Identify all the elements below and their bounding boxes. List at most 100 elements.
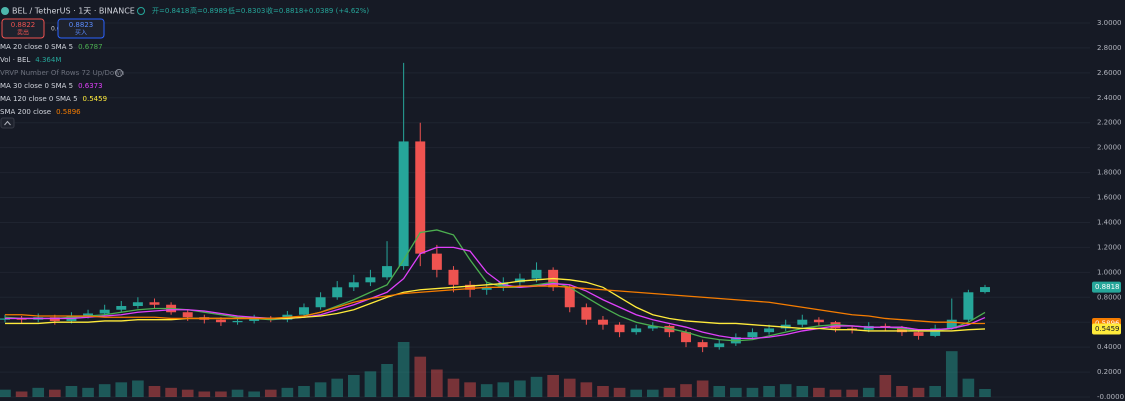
volume-bar bbox=[630, 389, 642, 397]
volume-bar bbox=[896, 386, 908, 397]
y-tick-label: 1.4000 bbox=[1097, 218, 1122, 226]
candle-body bbox=[581, 307, 592, 320]
candle-body bbox=[348, 282, 359, 288]
volume-bar bbox=[862, 387, 875, 397]
legend-name: MA 20 close 0 SMA 5 bbox=[0, 43, 73, 51]
y-tick-label: 1.0000 bbox=[1097, 268, 1122, 276]
candle-body bbox=[83, 313, 94, 316]
legend-value: 4.364M bbox=[35, 56, 61, 64]
candle-body bbox=[215, 319, 226, 323]
candle-body bbox=[714, 343, 725, 348]
price-badge bbox=[1092, 323, 1121, 335]
eye-icon[interactable] bbox=[115, 69, 123, 77]
ma-line bbox=[5, 285, 986, 325]
volume-bar bbox=[231, 389, 244, 397]
y-tick-label: 2.2000 bbox=[1097, 119, 1122, 127]
volume-bar bbox=[929, 386, 941, 397]
volume-bar bbox=[514, 380, 526, 397]
candle-body bbox=[813, 319, 824, 323]
sell-button[interactable] bbox=[1, 18, 45, 39]
volume-bar bbox=[746, 387, 759, 397]
volume-bar bbox=[962, 378, 975, 397]
price-badge bbox=[1092, 281, 1121, 293]
collapse-button[interactable] bbox=[0, 117, 15, 129]
volume-bar bbox=[663, 387, 676, 397]
candle-body bbox=[747, 332, 758, 338]
legend-name: MA 120 close 0 SMA 5 bbox=[0, 95, 78, 103]
candle-body bbox=[647, 325, 658, 329]
price-badge-label: 0.5459 bbox=[1095, 325, 1120, 333]
volume-bar bbox=[181, 389, 194, 397]
candle-body bbox=[182, 312, 193, 318]
candle-body bbox=[431, 253, 442, 270]
volume-bar bbox=[530, 376, 543, 397]
volume-bar bbox=[580, 382, 593, 397]
candle-body bbox=[946, 319, 957, 329]
change: +0.0389 (+4.62%) bbox=[303, 7, 369, 15]
volume-bar bbox=[480, 384, 493, 397]
volume-bar bbox=[879, 375, 892, 397]
legend-name: SMA 200 close bbox=[0, 108, 51, 116]
vrvp: VRVP Number Of Rows 72 Up/Down bbox=[0, 69, 124, 77]
volume-bar bbox=[132, 380, 144, 397]
volume-bar bbox=[547, 375, 559, 397]
candle-body bbox=[697, 342, 708, 348]
buy-button[interactable] bbox=[57, 18, 105, 39]
y-tick-label: 2.4000 bbox=[1097, 94, 1122, 102]
candle-body bbox=[448, 269, 459, 285]
volume-bar bbox=[779, 384, 792, 397]
y-tick-label: 1.6000 bbox=[1097, 194, 1122, 202]
volume-bar bbox=[165, 387, 177, 397]
plot: -0.00000.20000.40000.60000.80001.00001.2… bbox=[0, 19, 1124, 401]
low: 低=0.8303 bbox=[228, 6, 265, 15]
y-tick-label: 2.6000 bbox=[1097, 69, 1122, 77]
volume-bar bbox=[248, 391, 260, 397]
high: 高=0.8989 bbox=[190, 6, 227, 15]
volume-bar bbox=[364, 371, 377, 397]
volume-bar bbox=[945, 351, 958, 397]
buy-label: 买入 bbox=[75, 29, 87, 37]
volume-bar bbox=[82, 387, 94, 397]
volume-bar bbox=[397, 342, 410, 397]
candle-body bbox=[315, 297, 326, 308]
legend-name: Vol · BEL bbox=[0, 56, 30, 64]
candle-body bbox=[896, 327, 907, 333]
buy-price: 0.8823 bbox=[69, 21, 94, 29]
volume-bar bbox=[49, 389, 61, 397]
candle-body bbox=[531, 269, 542, 279]
volume-bar bbox=[464, 382, 476, 397]
volume-bar bbox=[65, 386, 78, 397]
candle-body bbox=[149, 302, 160, 305]
candle-body bbox=[398, 141, 409, 267]
volume-bar bbox=[497, 382, 510, 397]
y-tick-label: -0.0000 bbox=[1097, 393, 1124, 401]
candle-body bbox=[797, 319, 808, 325]
volume-bar bbox=[680, 384, 692, 397]
y-tick-label: 0.8000 bbox=[1097, 293, 1122, 301]
volume-bar bbox=[298, 386, 310, 397]
y-tick-label: 3.0000 bbox=[1097, 19, 1122, 27]
legend-value: 0.5459 bbox=[83, 95, 108, 103]
legend-value: 0.6787 bbox=[78, 43, 103, 51]
volume-bar bbox=[115, 382, 128, 397]
legend-name: MA 30 close 0 SMA 5 bbox=[0, 82, 73, 90]
volume-bar bbox=[796, 386, 809, 397]
legend-value: 0.6373 bbox=[78, 82, 103, 90]
volume-bar bbox=[15, 391, 28, 397]
sell-price: 0.8822 bbox=[11, 21, 36, 29]
volume-bar bbox=[198, 391, 211, 397]
volume-bar bbox=[447, 378, 460, 397]
volume-bar bbox=[264, 389, 277, 397]
candle-body bbox=[481, 287, 492, 290]
candle-body bbox=[980, 287, 990, 293]
candle-body bbox=[564, 287, 575, 308]
volume-bar bbox=[314, 382, 327, 397]
candle-body bbox=[631, 328, 642, 333]
volume-bar bbox=[431, 369, 443, 397]
volume-bar bbox=[829, 389, 842, 397]
candle-body bbox=[465, 284, 476, 290]
candle-body bbox=[764, 328, 775, 333]
volume-bar bbox=[846, 389, 858, 397]
